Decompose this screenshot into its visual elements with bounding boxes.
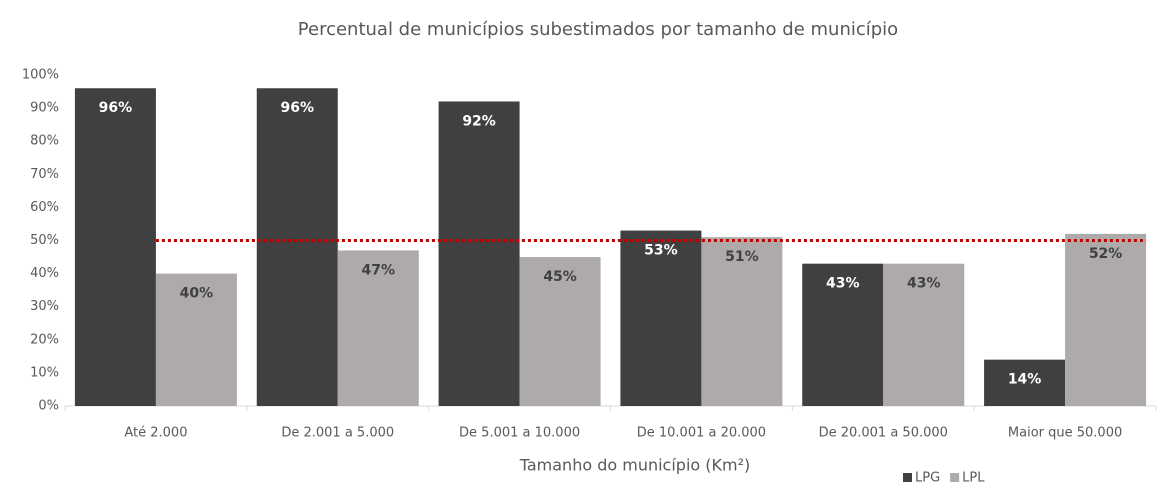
bar bbox=[620, 230, 702, 406]
y-tick-label: 70% bbox=[30, 167, 59, 182]
data-label: 96% bbox=[99, 100, 133, 116]
bar bbox=[438, 101, 520, 406]
bar bbox=[337, 250, 419, 406]
legend-swatch bbox=[903, 473, 912, 482]
data-label: 96% bbox=[280, 100, 314, 116]
bar bbox=[256, 88, 338, 407]
data-label: 53% bbox=[644, 243, 678, 259]
y-tick-label: 100% bbox=[22, 68, 59, 83]
x-axis-title: Tamanho do município (Km²) bbox=[519, 456, 751, 475]
data-label: 40% bbox=[180, 286, 214, 302]
bar bbox=[802, 263, 884, 406]
bar bbox=[701, 237, 783, 406]
bar bbox=[1065, 233, 1147, 406]
y-tick-label: 50% bbox=[30, 233, 59, 248]
legend-label: LPG bbox=[915, 471, 940, 484]
y-tick-label: 80% bbox=[30, 134, 59, 149]
y-tick-label: 40% bbox=[30, 266, 59, 281]
bar bbox=[984, 359, 1066, 406]
y-tick-label: 0% bbox=[38, 399, 59, 414]
data-label: 52% bbox=[1089, 246, 1123, 262]
x-tick-label: De 5.001 a 10.000 bbox=[459, 426, 580, 441]
bar bbox=[155, 273, 237, 406]
y-tick-label: 10% bbox=[30, 365, 59, 380]
data-label: 14% bbox=[1008, 372, 1042, 388]
data-label: 92% bbox=[462, 113, 496, 129]
chart-title: Percentual de municípios subestimados po… bbox=[298, 19, 898, 40]
x-tick-label: De 10.001 a 20.000 bbox=[637, 426, 766, 441]
x-tick-label: De 2.001 a 5.000 bbox=[281, 426, 394, 441]
data-label: 47% bbox=[361, 262, 395, 278]
y-tick-label: 60% bbox=[30, 200, 59, 215]
bar bbox=[74, 88, 156, 407]
data-label: 45% bbox=[543, 269, 577, 285]
bar bbox=[883, 263, 965, 406]
x-tick-label: Até 2.000 bbox=[124, 426, 187, 441]
x-tick-label: Maior que 50.000 bbox=[1008, 426, 1122, 441]
data-label: 51% bbox=[725, 249, 759, 265]
y-tick-label: 90% bbox=[30, 101, 59, 116]
y-tick-label: 20% bbox=[30, 332, 59, 347]
data-label: 43% bbox=[826, 276, 860, 292]
x-tick-label: De 20.001 a 50.000 bbox=[819, 426, 948, 441]
legend-label: LPL bbox=[962, 471, 985, 484]
data-label: 43% bbox=[907, 276, 941, 292]
legend-swatch bbox=[950, 473, 960, 482]
y-tick-label: 30% bbox=[30, 299, 59, 314]
bar bbox=[519, 257, 601, 406]
